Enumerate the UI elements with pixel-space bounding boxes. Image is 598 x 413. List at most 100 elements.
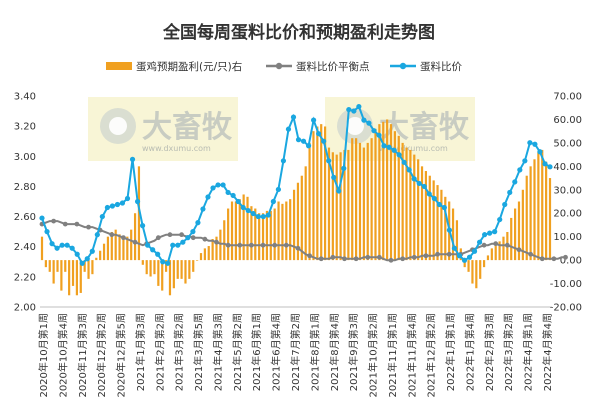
egg-feed-ratio-marker [49,241,55,247]
egg-feed-ratio-marker [129,156,136,162]
x-tick-label: 2020年12月第5周 [115,313,128,398]
balance-point-marker [353,256,359,262]
profit-bar [548,178,552,261]
profit-bar [541,149,544,261]
egg-feed-ratio-marker [386,144,392,150]
profit-bar [64,260,67,272]
profit-bar [285,201,288,261]
profit-bar [436,185,439,261]
y-right-tick-label: 40.00 [553,162,582,173]
profit-bar [417,159,420,261]
profit-bar [355,138,358,261]
egg-feed-ratio-marker [542,161,548,167]
egg-feed-ratio-marker [416,180,422,187]
egg-feed-ratio-marker [64,242,70,248]
x-tick-label: 2021年7月第2周 [289,313,302,391]
egg-feed-ratio-marker [517,167,523,173]
egg-feed-ratio-marker [170,242,176,248]
x-tick-label: 2022年2月第3周 [483,313,496,391]
y-right-tick-label: 60.00 [553,115,582,126]
profit-bar [79,260,82,293]
chart-title: 全国每周蛋料比价和预期盈利走势图 [162,22,435,43]
balance-point-marker [563,254,568,260]
egg-feed-ratio-marker [94,232,100,238]
y-right-tick-label: 0.00 [560,256,582,267]
watermark-url: www.dxumu.com [379,144,448,153]
x-tick-label: 2020年11月第3周 [76,313,89,398]
egg-feed-ratio-marker [225,189,231,196]
profit-bar [199,253,203,261]
y-right-tick-label: 70.00 [553,92,582,103]
x-tick-label: 2021年4月第3周 [211,313,224,391]
balance-point-marker [121,235,126,241]
egg-feed-ratio-marker [104,204,110,211]
egg-feed-ratio-marker [89,248,95,254]
line-series [39,103,568,266]
x-tick-label: 2022年4月第1周 [522,313,535,391]
egg-feed-ratio-marker [54,245,60,251]
balance-point-marker [342,256,347,262]
profit-bar [362,147,365,261]
egg-feed-ratio-marker [240,204,246,211]
profit-bar [529,166,532,261]
egg-feed-ratio-marker [195,220,201,226]
balance-point-marker [51,218,57,224]
x-tick-label: 2021年2月第2周 [153,313,166,391]
egg-feed-ratio-marker [537,149,543,155]
profit-bar [48,260,51,272]
x-tick-label: 2021年11月第4周 [405,313,418,398]
x-tick-label: 2021年9月第3周 [347,313,360,391]
egg-feed-ratio-marker [492,229,498,235]
x-tick-label: 2020年10月第1周 [37,313,50,398]
balance-point-marker [202,236,208,242]
profit-bar [269,210,272,261]
profit-bar [40,236,44,261]
profit-bar [99,250,102,261]
balance-point-marker [190,235,196,241]
profit-bar [517,201,521,261]
profit-bar [386,119,389,261]
profit-bar [331,152,334,261]
y-left-tick-label: 2.80 [14,182,36,193]
profit-bar [180,260,183,279]
egg-feed-ratio-marker [426,191,432,197]
egg-feed-ratio-marker [371,128,377,134]
profit-bar [320,124,323,261]
egg-feed-ratio-marker [532,141,538,147]
legend-label: 蛋料比价 [420,60,462,73]
x-tick-label: 2022年1月第4周 [463,313,476,391]
egg-feed-ratio-marker [74,251,80,257]
profit-bar [188,260,191,279]
profit-bar [265,210,269,261]
egg-feed-ratio-marker [406,167,412,173]
profit-bar [219,229,222,261]
profit-bar [475,260,478,289]
profit-bar [196,260,199,261]
balance-point-marker [155,235,161,241]
profit-bar [126,236,129,261]
profit-bar [211,239,214,261]
profit-bar [60,260,63,291]
egg-feed-ratio-marker [451,245,458,251]
profit-bar [273,208,276,261]
profit-bar [358,142,362,261]
profit-bar [304,166,307,261]
y-left-tick-label: 2.00 [14,303,36,314]
profit-bar [207,246,210,261]
profit-bar [106,236,110,261]
egg-feed-ratio-marker [316,131,322,137]
legend-line-marker [399,62,407,70]
profit-bar [95,257,98,261]
egg-feed-ratio-marker [456,253,463,259]
profit-bar [122,236,125,261]
profit-bar [261,213,265,261]
x-tick-label: 2021年8月第4周 [328,313,341,391]
profit-bar [389,124,393,261]
egg-feed-ratio-marker [215,182,221,188]
profit-bar [234,201,237,261]
profit-bar [114,229,117,261]
egg-feed-ratio-marker [235,198,241,205]
egg-feed-ratio-marker [69,245,75,251]
profit-bar [168,260,172,296]
